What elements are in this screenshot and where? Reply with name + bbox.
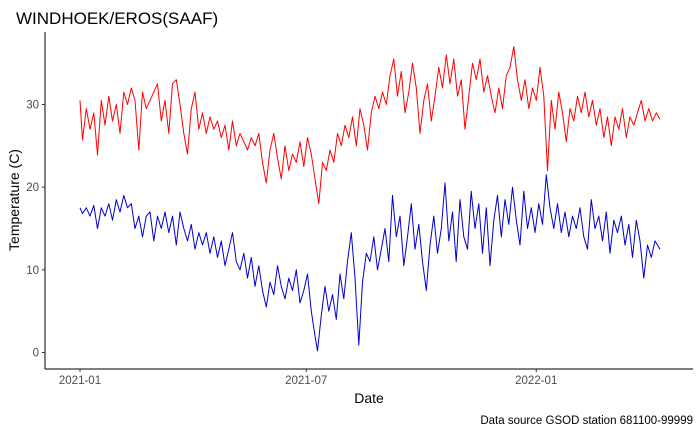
x-axis-ticks: 2021-01 2021-07 2022-01: [59, 369, 557, 387]
y-tick-label: 30: [26, 100, 39, 112]
x-axis-title: Date: [354, 390, 384, 406]
x-tick-label: 2021-01: [59, 375, 101, 387]
series-layer: [79, 46, 661, 352]
y-axis-title: Temperature (C): [6, 149, 22, 251]
y-tick-label: 20: [26, 182, 39, 194]
y-tick-label: 0: [33, 348, 39, 360]
series-line-max: [79, 46, 661, 205]
x-tick-label: 2022-01: [515, 375, 557, 387]
data-source-caption: Data source GSOD station 681100-99999: [480, 415, 693, 427]
x-tick-label: 2021-07: [285, 375, 327, 387]
y-tick-label: 10: [26, 265, 39, 277]
y-axis-ticks: 0 10 20 30: [26, 100, 45, 360]
series-line-min: [79, 174, 661, 352]
chart-title: WINDHOEK/EROS(SAAF): [16, 9, 218, 28]
